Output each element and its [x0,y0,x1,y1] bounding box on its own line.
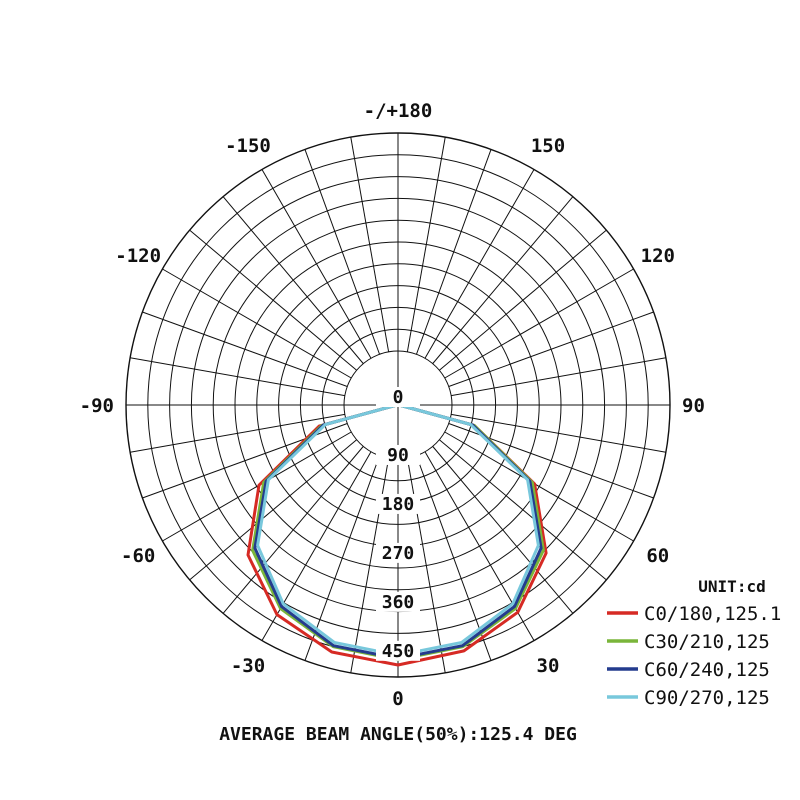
grid-spoke [189,229,357,371]
grid-spoke [130,413,345,453]
grid-spoke [162,268,352,379]
angle-label: 150 [531,135,565,157]
angle-label: 30 [537,655,560,677]
angle-label: -150 [225,135,271,157]
radial-tick-label: 360 [382,592,415,613]
radial-tick-labels: 0 90 180 270 360 450 [376,387,420,662]
grid-spoke [451,357,666,397]
angle-label: -60 [121,545,155,567]
angle-label: -90 [80,395,114,417]
grid-spoke [444,431,634,542]
grid-spoke [432,196,574,364]
legend-label: C60/240,125 [644,659,770,681]
radial-tick-label: 180 [382,494,415,515]
angle-label: 60 [646,545,669,567]
grid-spoke [444,268,634,379]
grid-spoke [350,137,390,352]
grid-spoke [189,439,357,581]
grid-spoke [222,446,364,614]
grid-spoke [162,431,352,542]
grid-spoke [304,455,381,661]
angle-label: -120 [115,245,161,267]
radial-tick-bg [376,444,420,465]
radial-tick-bg [376,387,420,407]
legend-label: C0/180,125.1 [644,603,781,625]
grid-spoke [439,439,607,581]
legend: C0/180,125.1 C30/210,125 C60/240,125 C90/27… [607,603,781,709]
radial-tick-bg [376,640,420,661]
grid-spoke [261,169,372,359]
angle-label: 0 [392,688,403,710]
grid-spoke [142,311,348,388]
radial-tick-bg [376,542,420,563]
grid-spoke [451,413,666,453]
angle-label: -/+180 [364,100,433,122]
beam-angle-footer: AVERAGE BEAM ANGLE(50%):125.4 DEG [219,724,577,745]
radial-tick-bg [376,493,420,514]
radial-tick-label: 450 [382,641,415,662]
legend-label: C30/210,125 [644,631,770,653]
radial-tick-label: 270 [382,543,415,564]
angle-labels: -/+180 150 -150 120 -120 90 -90 60 -60 30 -30 0 [80,100,705,710]
grid-spoke [424,169,535,359]
unit-label: UNIT:cd [698,577,765,596]
grid-spoke [130,357,345,397]
grid-spoke [448,311,654,388]
grid-spoke [432,446,574,614]
grid-spoke [406,137,446,352]
legend-label: C90/270,125 [644,687,770,709]
radial-tick-bg [376,591,420,612]
grid-spoke [415,149,492,355]
grid-spoke [304,149,381,355]
grid-spoke [222,196,364,364]
polar-spokes [126,133,670,677]
angle-label: 120 [641,245,675,267]
angle-label: -30 [231,655,265,677]
angle-label: 90 [682,395,705,417]
grid-spoke [439,229,607,371]
radial-tick-label: 0 [393,387,404,408]
radial-tick-label: 90 [387,445,409,466]
grid-spoke [415,455,492,661]
